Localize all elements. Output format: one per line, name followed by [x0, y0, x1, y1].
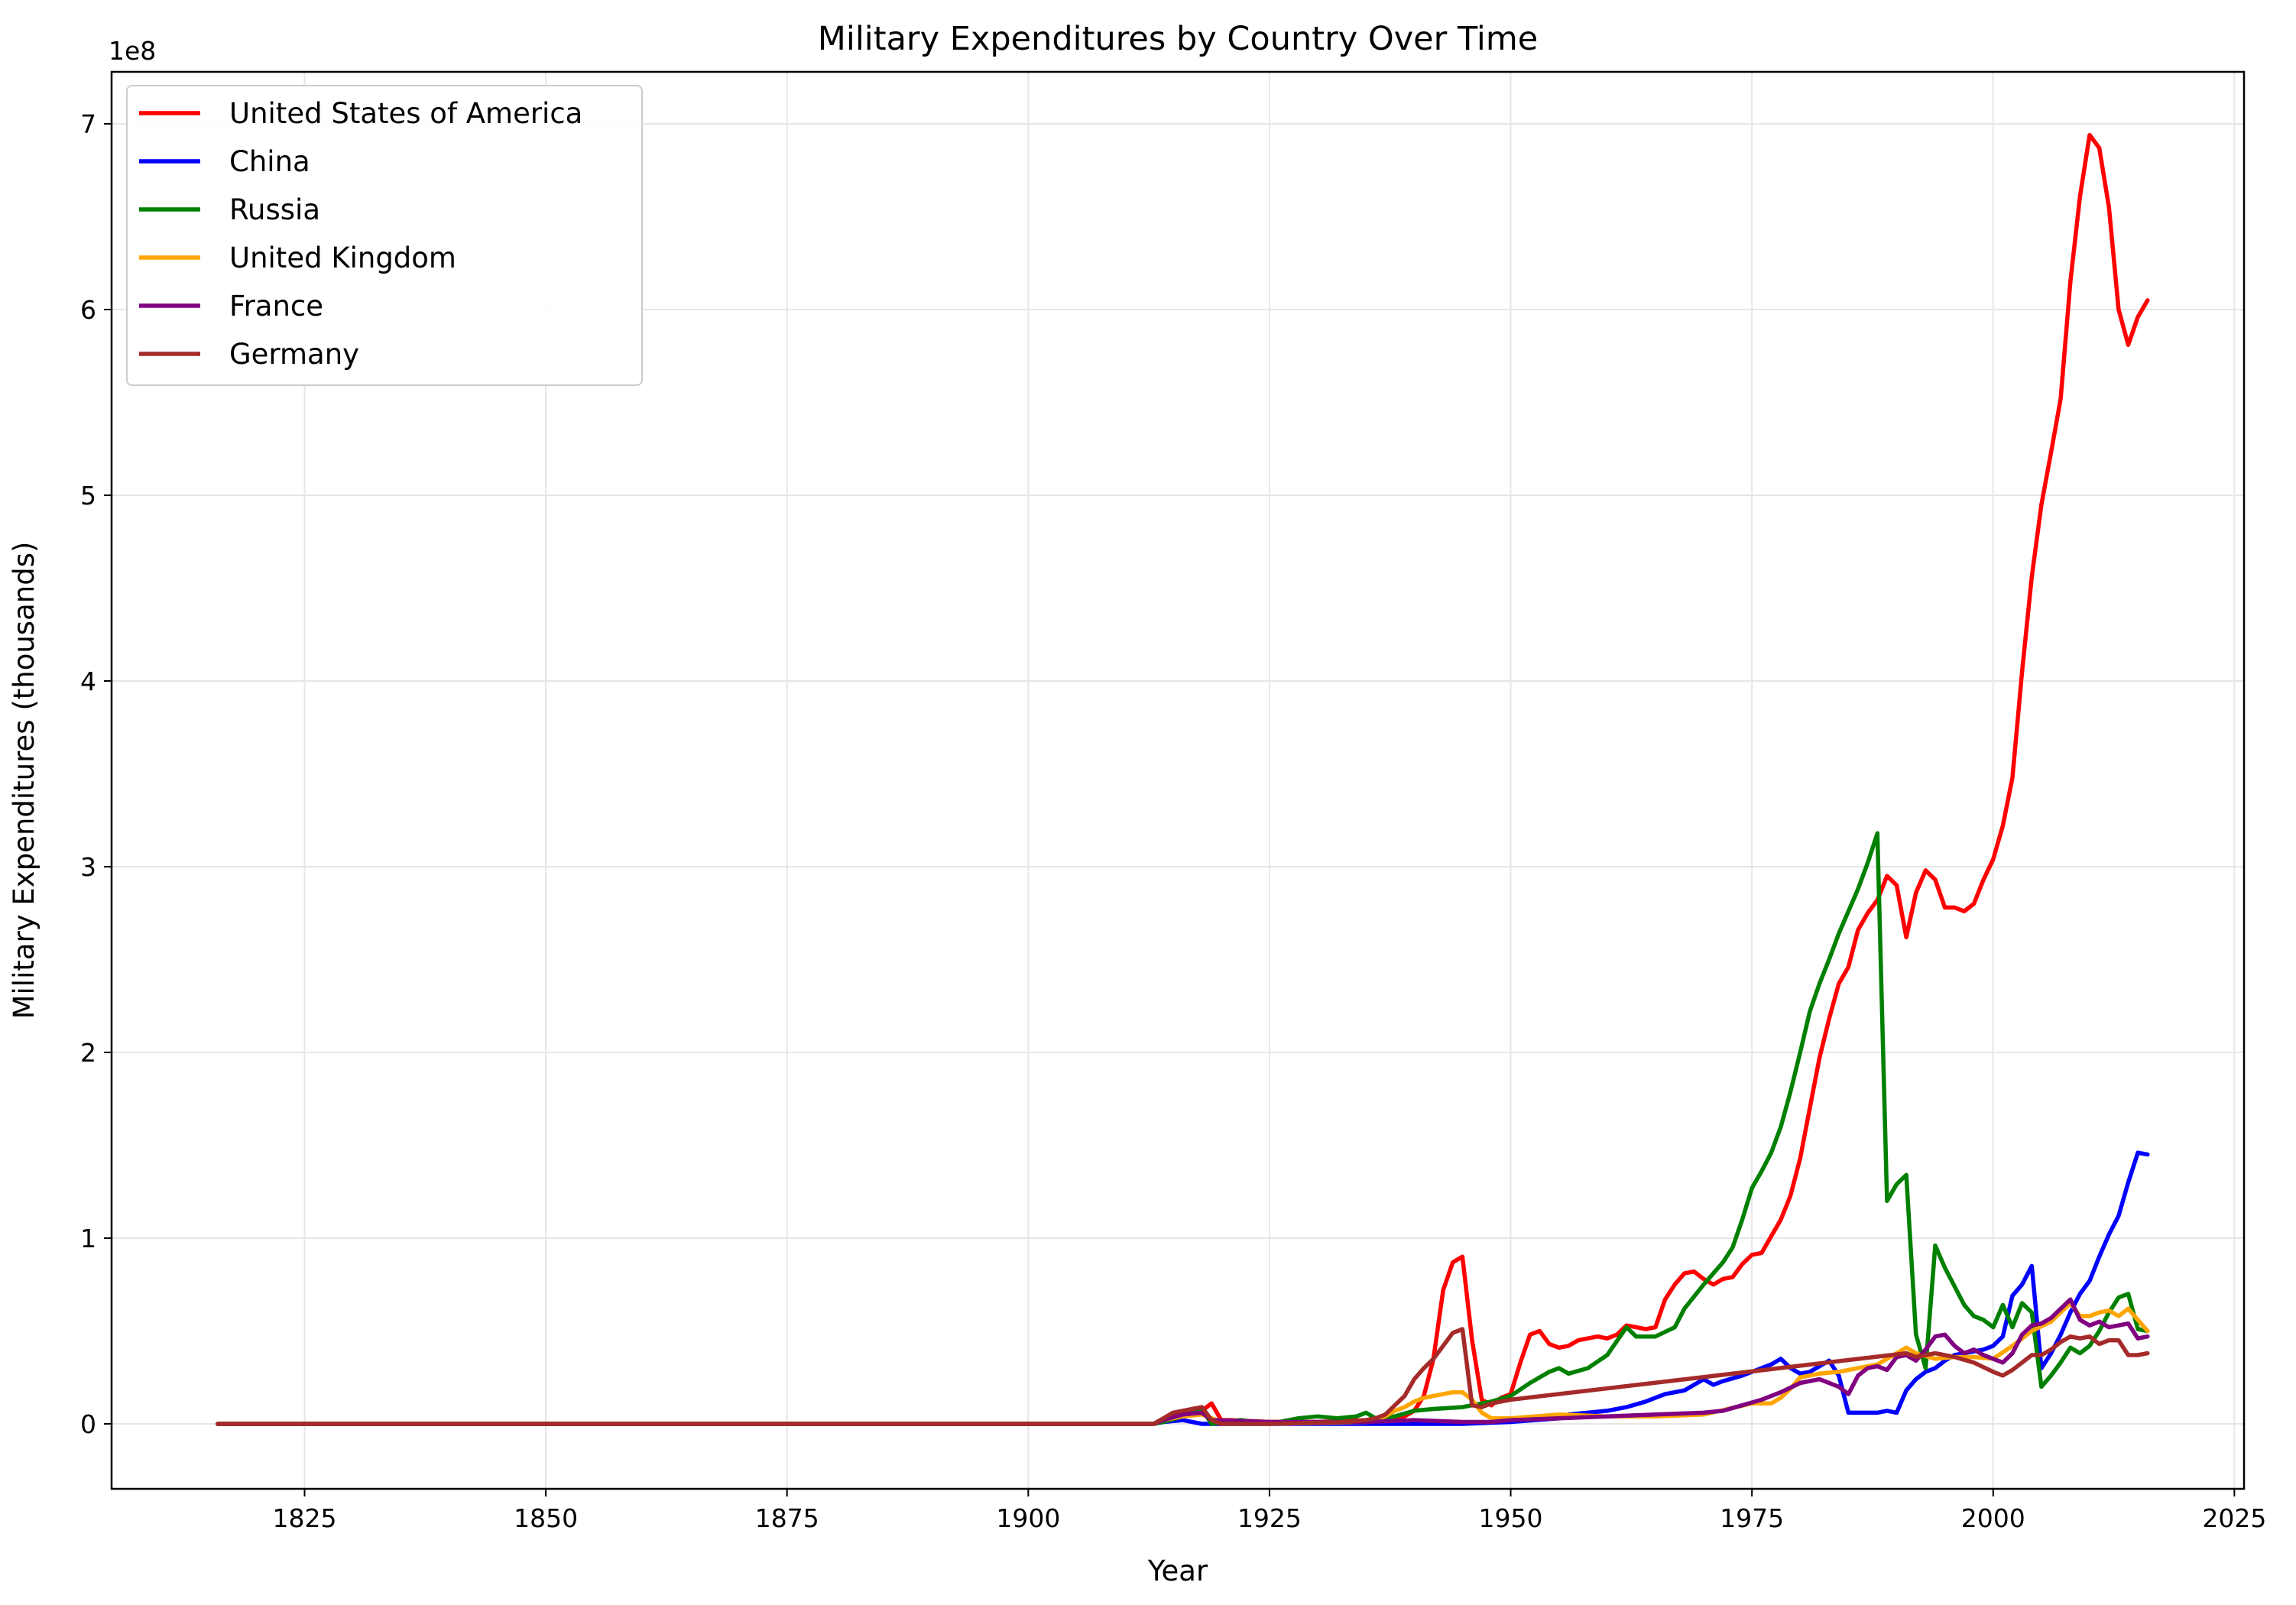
- legend-label: France: [229, 290, 323, 323]
- series-lines: [216, 132, 2150, 1426]
- x-tick-label: 2025: [2202, 1503, 2266, 1533]
- legend-label: Germany: [229, 338, 359, 371]
- legend-label: United States of America: [229, 97, 582, 130]
- x-tick-label: 1900: [996, 1503, 1060, 1533]
- x-tick-label: 1850: [514, 1503, 578, 1533]
- y-tick-label: 0: [80, 1409, 96, 1439]
- y-tick-label: 1: [80, 1224, 96, 1253]
- legend-box: [126, 85, 643, 386]
- x-axis-label: Year: [1147, 1555, 1208, 1587]
- series-line-4: [216, 1297, 2150, 1426]
- x-axis: 1825 1850 1875 1900 1925 1950 1975 2000 2025: [272, 1489, 2266, 1533]
- legend-label: China: [229, 145, 310, 178]
- plot-frame: [110, 70, 2246, 1490]
- y-axis-label: Military Expenditures (thousands): [8, 542, 41, 1020]
- x-tick-label: 1825: [272, 1503, 336, 1533]
- x-tick-label: 1925: [1237, 1503, 1302, 1533]
- y-tick-label: 2: [80, 1038, 96, 1068]
- x-tick-label: 1975: [1720, 1503, 1784, 1533]
- y-tick-label: 7: [80, 109, 96, 139]
- y-tick-label: 6: [80, 295, 96, 325]
- grid: [112, 72, 2244, 1489]
- y-axis: 0 1 2 3 4 5 6 7: [80, 109, 112, 1439]
- series-line-5: [216, 1327, 2150, 1426]
- y-tick-label: 3: [80, 852, 96, 882]
- y-tick-label: 5: [80, 481, 96, 511]
- y-tick-label: 4: [80, 666, 96, 696]
- legend-label: Russia: [229, 193, 320, 226]
- chart-title: Military Expenditures by Country Over Ti…: [818, 20, 1538, 58]
- legend-label: United Kingdom: [229, 242, 456, 274]
- x-tick-label: 2000: [1961, 1503, 2025, 1533]
- legend: United States of America China Russia Unite…: [126, 85, 643, 386]
- x-tick-label: 1875: [755, 1503, 819, 1533]
- x-tick-label: 1950: [1479, 1503, 1543, 1533]
- y-axis-offset-label: 1e8: [109, 36, 156, 66]
